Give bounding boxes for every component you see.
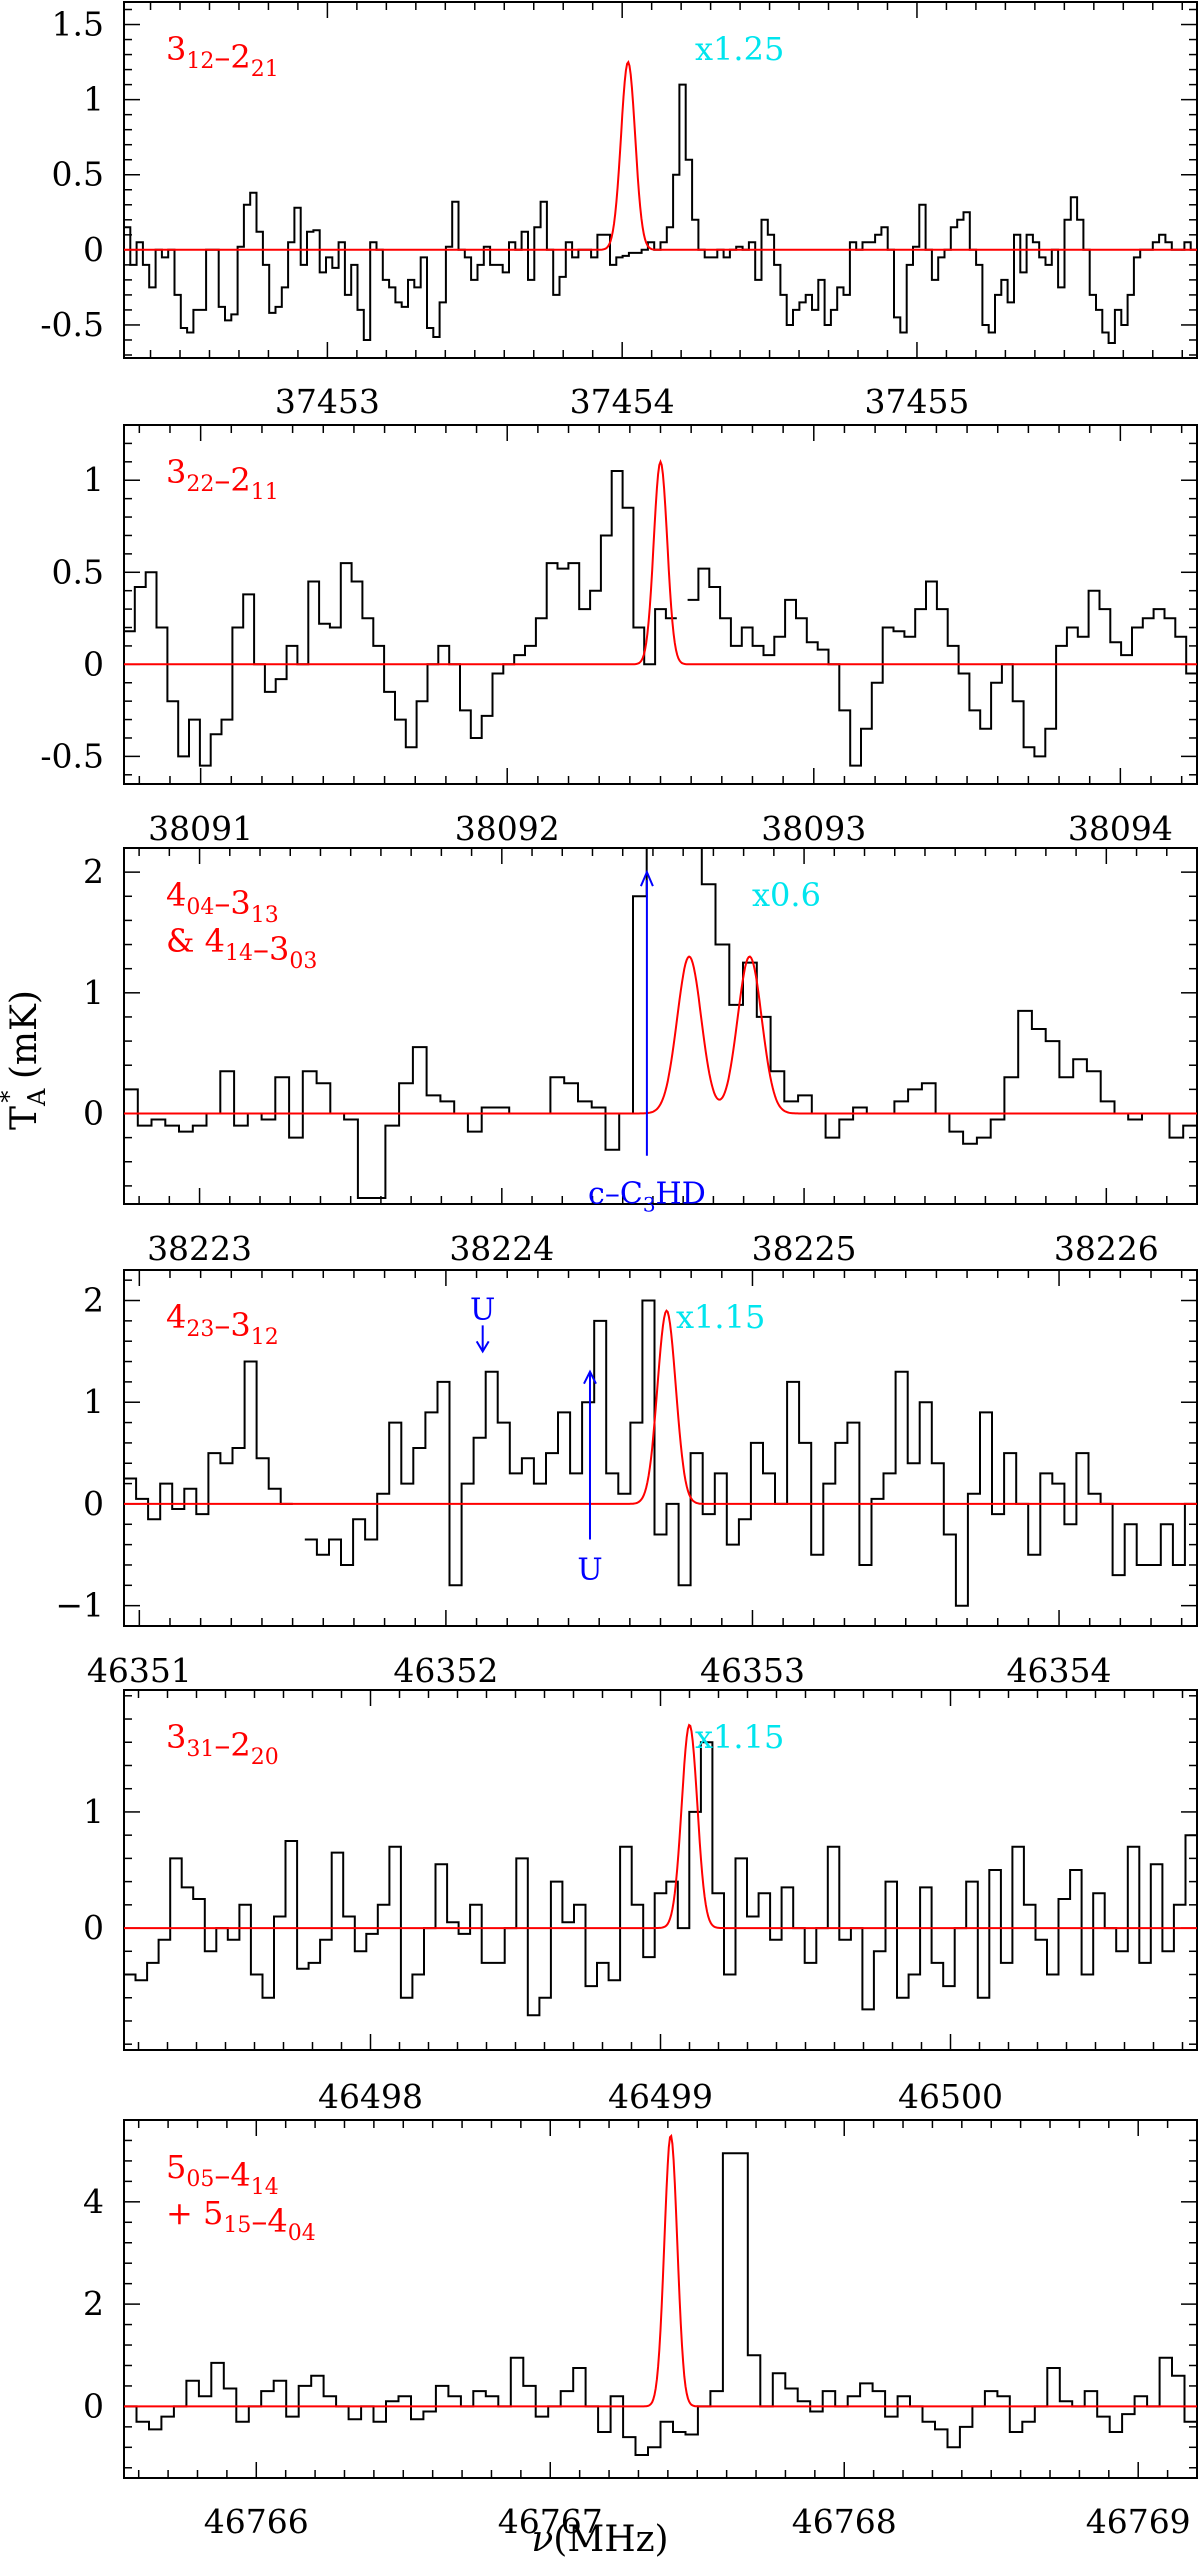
y-tick-label: 2 [83, 1281, 104, 1320]
y-tick-label: 0 [83, 1484, 104, 1523]
transition-label-line2: & 414–303 [166, 922, 317, 974]
x-tick-label: 38094 [1068, 809, 1173, 848]
x-tick-label: 38226 [1054, 1229, 1159, 1268]
gaussian-fit-curve [124, 2133, 1197, 2408]
y-tick-label: 1 [83, 460, 104, 499]
y-axis-title-sub: A [23, 1088, 51, 1107]
transition-label: 423–312 [166, 1298, 279, 1350]
y-tick-label: 2 [83, 2284, 104, 2323]
transition-label: 331–220 [166, 1718, 279, 1770]
gaussian-fit-curve [124, 1309, 1197, 1505]
spectrum-panel: 37453 37454 37455 -0.5 0 0.5 1 1.5 312–221 x1.25 [40, 1, 1198, 421]
panel-frame [123, 424, 1198, 785]
y-tick-label: 0 [83, 644, 104, 683]
y-tick-label: -0.5 [40, 736, 104, 775]
y-tick-label: 2 [83, 852, 104, 891]
x-tick-label: 37453 [275, 382, 380, 421]
panel-frame [123, 1269, 1198, 1627]
x-tick-label: 46499 [608, 2077, 713, 2116]
scale-factor-label: x1.25 [695, 30, 784, 68]
y-axis-title-unit: (mK) [4, 990, 45, 1091]
y-tick-label: 0 [83, 1093, 104, 1132]
x-tick-label: 46498 [318, 2077, 423, 2116]
y-axis-title-main: T [4, 1106, 45, 1130]
spectrum-histogram [124, 470, 1197, 767]
x-tick-label: 46768 [792, 2502, 897, 2541]
x-axis-title-unit: (MHz) [553, 2519, 668, 2559]
blend-species-label: c–C3HD [588, 1177, 706, 1217]
transition-label: 312–221 [166, 30, 279, 82]
y-tick-label: 1.5 [52, 5, 104, 44]
panel-frame [123, 847, 1198, 1205]
gaussian-fit-curve [124, 60, 1197, 251]
x-tick-label: 46769 [1086, 2502, 1191, 2541]
blend-arrow-head [639, 869, 654, 887]
x-tick-label: 46766 [204, 2502, 309, 2541]
spectrum-panel: 38091 38092 38093 38094 -0.5 0 0.5 1 322–211 [40, 424, 1198, 848]
panel-frame [123, 1, 1198, 359]
spectrum-histogram [124, 848, 1197, 1199]
gaussian-fit-curve [124, 458, 1197, 666]
y-tick-label: 0 [83, 2386, 104, 2425]
x-tick-label: 38091 [148, 809, 253, 848]
y-axis-title: TA* (mK) [0, 990, 51, 1130]
y-tick-label: 0.5 [52, 155, 104, 194]
y-tick-label: −1 [55, 1586, 104, 1625]
x-tick-label: 38224 [449, 1229, 554, 1268]
y-axis-title-sup: * [0, 1091, 23, 1103]
x-tick-label: 46353 [700, 1651, 805, 1690]
spectrum-histogram [124, 83, 1197, 344]
y-tick-label: 1 [83, 80, 104, 119]
x-tick-label: 46351 [87, 1651, 192, 1690]
spectrum-panel: 38223 38224 38225 38226 0 1 2 404–313& 414–303 x… [83, 847, 1198, 1268]
transition-label: 322–211 [166, 453, 279, 505]
y-tick-label: 1 [83, 973, 104, 1012]
transition-label: 404–313 [166, 876, 279, 928]
svg-text:TA* (mK): TA* (mK) [0, 990, 51, 1130]
scale-factor-label: x1.15 [676, 1298, 765, 1336]
x-axis-title-greek: ν [531, 2519, 553, 2559]
scale-factor-label: x0.6 [752, 876, 821, 914]
gaussian-fit-curve [124, 1723, 1197, 1930]
y-tick-label: 0 [83, 1908, 104, 1947]
transition-label-line2: + 515–404 [166, 2194, 316, 2246]
y-tick-label: 0 [83, 230, 104, 269]
x-tick-label: 38092 [455, 809, 560, 848]
unidentified-label: U [577, 1553, 602, 1588]
x-tick-label: 38225 [752, 1229, 857, 1268]
gaussian-fit-curve [124, 955, 1197, 1115]
unidentified-arrow-head [475, 1340, 490, 1354]
spectrum-histogram [124, 1741, 1197, 2017]
unidentified-arrow-head [583, 1369, 597, 1385]
x-tick-label: 38223 [147, 1229, 252, 1268]
x-axis-title: ν(MHz) [531, 2519, 668, 2559]
y-tick-label: 0.5 [52, 552, 104, 591]
y-tick-label: 4 [83, 2182, 104, 2221]
spectrum-panel: 46351 46352 46353 46354 −1 0 1 2 423–312 x1.15 U U [55, 1269, 1198, 1690]
transition-label: 505–414 [166, 2148, 279, 2200]
y-tick-label: -0.5 [40, 305, 104, 344]
x-tick-label: 37455 [864, 382, 969, 421]
spectrum-histogram [124, 1299, 1197, 1607]
scale-factor-label: x1.15 [695, 1718, 784, 1756]
spectrum-histogram [124, 2152, 1197, 2456]
x-tick-label: 46500 [898, 2077, 1003, 2116]
x-tick-label: 37454 [570, 382, 675, 421]
y-tick-label: 1 [83, 1792, 104, 1831]
x-tick-label: 38093 [761, 809, 866, 848]
unidentified-label: U [470, 1292, 495, 1327]
x-tick-label: 46354 [1007, 1651, 1112, 1690]
x-tick-label: 46767 [498, 2502, 603, 2541]
y-tick-label: 1 [83, 1382, 104, 1421]
spectrum-panel: 46766 46767 46768 46769 0 2 4 505–414+ 515–404 [83, 2119, 1198, 2541]
panel-frame [123, 2119, 1198, 2479]
x-tick-label: 46352 [393, 1651, 498, 1690]
spectrum-panel: 46498 46499 46500 0 1 331–220 x1.15 [83, 1689, 1198, 2116]
